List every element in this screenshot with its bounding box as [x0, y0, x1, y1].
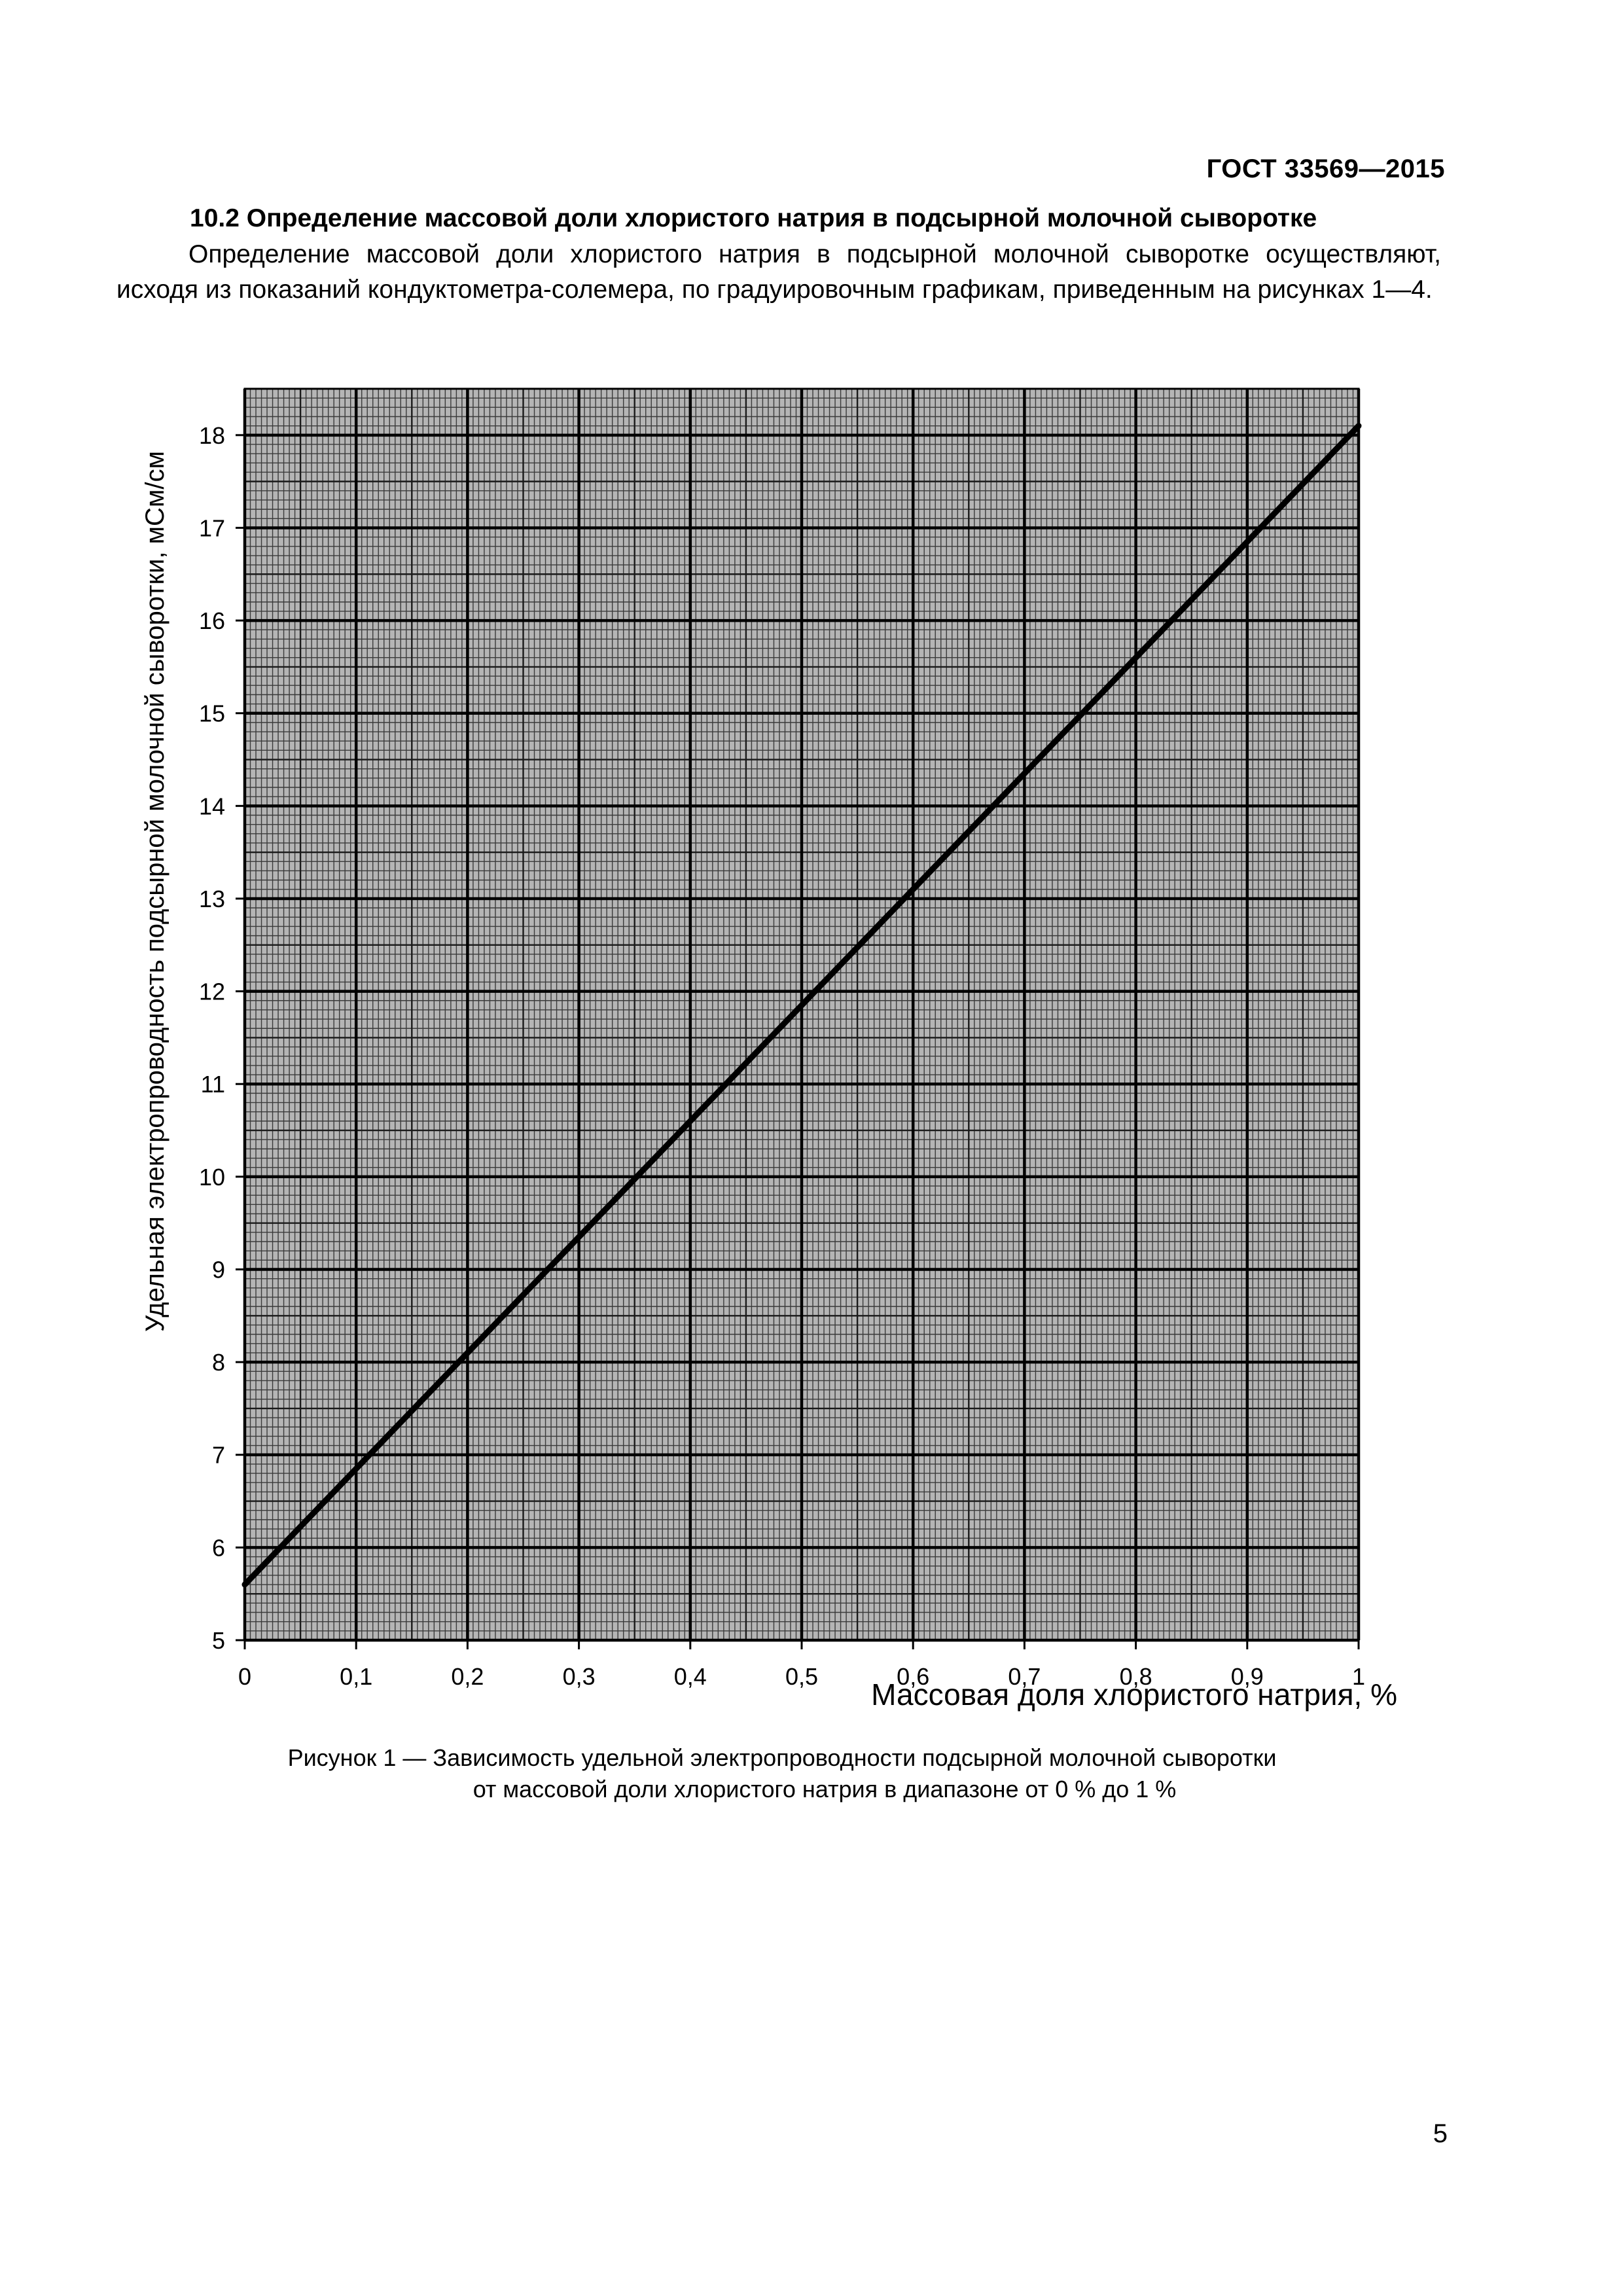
y-tick-label: 10	[199, 1164, 225, 1191]
y-tick-label: 12	[199, 978, 225, 1005]
y-tick-label: 6	[212, 1534, 225, 1561]
page-number: 5	[1433, 2119, 1448, 2148]
y-axis-label: Удельная электропроводность подсырной мо…	[141, 451, 169, 1332]
y-tick-label: 7	[212, 1442, 225, 1469]
x-tick-label: 0,9	[1231, 1663, 1264, 1690]
x-tick-label: 0,5	[785, 1663, 818, 1690]
x-tick-label: 1	[1352, 1663, 1365, 1690]
figure-caption-line-1: Рисунок 1 — Зависимость удельной электро…	[287, 1744, 1277, 1771]
x-tick-label: 0,2	[451, 1663, 484, 1690]
document-code: ГОСТ 33569—2015	[1206, 154, 1445, 183]
figure-caption-line-2: от массовой доли хлористого натрия в диа…	[473, 1776, 1177, 1803]
y-tick-label: 11	[201, 1071, 225, 1098]
y-tick-label: 5	[212, 1627, 225, 1654]
y-tick-label: 9	[212, 1256, 225, 1283]
x-axis-label: Массовая доля хлористого натрия, %	[871, 1677, 1397, 1712]
y-tick-label: 18	[199, 422, 225, 449]
x-tick-label: 0	[238, 1663, 251, 1690]
y-tick-label: 14	[199, 793, 225, 819]
x-tick-label: 0,7	[1008, 1663, 1041, 1690]
y-tick-label: 16	[199, 607, 225, 634]
y-tick-label: 13	[199, 886, 225, 912]
x-tick-label: 0,1	[340, 1663, 372, 1690]
x-tick-label: 0,8	[1120, 1663, 1152, 1690]
figure-1: 0 0,1 0,2 0,3 0,4 0,5 0,6 0,7 0,8 0,9 1 5 6 7 8 9 10 11 12…	[141, 387, 1397, 1712]
figure-caption: Рисунок 1 — Зависимость удельной электро…	[0, 1742, 1623, 1805]
section-paragraph: Определение массовой доли хлористого нат…	[116, 240, 1441, 304]
x-tick-label: 0,3	[563, 1663, 596, 1690]
section-title: 10.2 Определение массовой доли хлористог…	[190, 204, 1317, 232]
x-tick-label: 0,4	[674, 1663, 707, 1690]
series-line-1	[241, 423, 1362, 1588]
y-tick-label: 15	[199, 700, 225, 727]
y-tick-label: 17	[199, 514, 225, 541]
y-tick-label: 8	[212, 1349, 225, 1376]
x-tick-label: 0,6	[897, 1663, 929, 1690]
conductivity-chart: 0 0,1 0,2 0,3 0,4 0,5 0,6 0,7 0,8 0,9 156789101112…	[141, 387, 1397, 1712]
